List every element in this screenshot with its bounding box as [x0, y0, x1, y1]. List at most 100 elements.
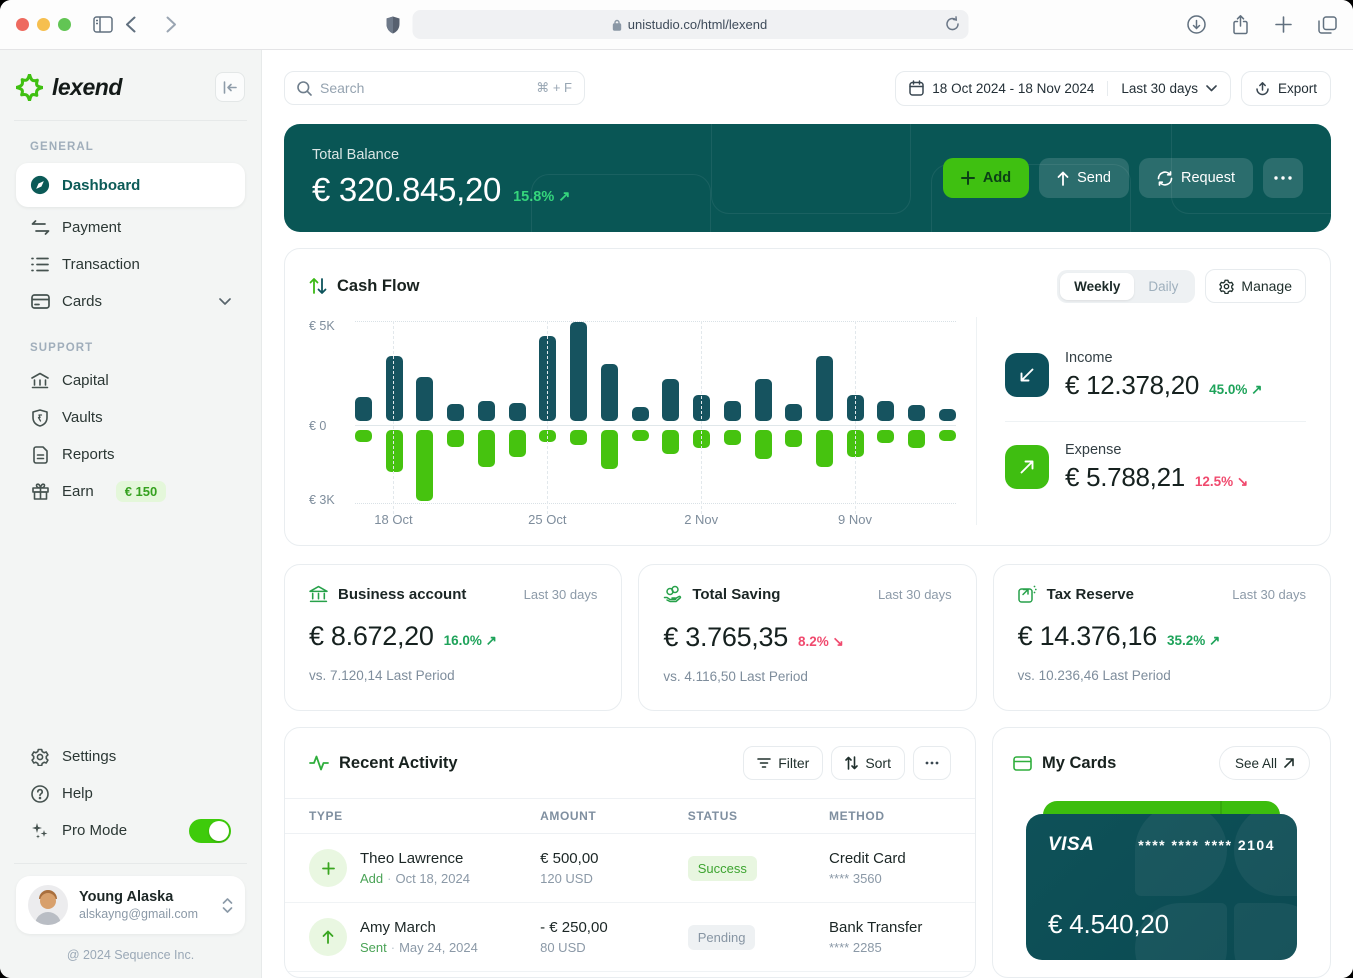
stat-value: € 14.376,16	[1017, 621, 1158, 651]
table-row[interactable]: Theo Lawrence Add · Oct 18, 2024 € 500,00 …	[285, 834, 975, 903]
cash-flow-icon	[309, 277, 327, 295]
y-tick: € 5K	[309, 319, 335, 333]
sidebar-item-payment[interactable]: Payment	[16, 209, 245, 246]
sidebar-item-transaction[interactable]: Transaction	[16, 246, 245, 283]
sort-icon	[845, 756, 859, 770]
sidebar-item-cards[interactable]: Cards	[16, 283, 245, 320]
income-change: 45.0% ↗	[1209, 381, 1263, 397]
sidebar-item-reports[interactable]: Reports	[16, 436, 245, 473]
sidebar-item-label: Payment	[62, 219, 122, 236]
forward-icon[interactable]	[166, 16, 177, 33]
sidebar-item-earn[interactable]: Earn € 150	[16, 473, 245, 510]
date-range-text: 18 Oct 2024 - 18 Nov 2024	[932, 80, 1095, 96]
expense-bar	[631, 430, 649, 441]
zoom-window-button[interactable]	[58, 18, 71, 31]
income-summary: Income € 12.378,20 45.0% ↗	[1005, 340, 1306, 411]
income-bar	[754, 379, 772, 421]
stat-change: 35.2% ↗	[1167, 633, 1221, 648]
app-logo[interactable]: lexend	[16, 73, 122, 101]
stat-title: Total Saving	[692, 586, 781, 603]
sidebar-item-pro-mode[interactable]: Pro Mode	[16, 812, 245, 849]
help-circle-icon	[30, 784, 50, 804]
add-money-button[interactable]: Add	[942, 158, 1030, 198]
income-bar	[877, 401, 895, 421]
address-bar[interactable]: unistudio.co/html/lexend	[412, 10, 968, 39]
manage-label: Manage	[1241, 278, 1292, 294]
privacy-shield-icon[interactable]	[385, 16, 400, 34]
income-bar	[938, 409, 956, 421]
search-input[interactable]	[320, 80, 529, 96]
tab-weekly[interactable]: Weekly	[1060, 272, 1135, 300]
search-box[interactable]: ⌘ + F	[284, 71, 585, 105]
cash-flow-title: Cash Flow	[337, 276, 420, 295]
back-icon[interactable]	[125, 16, 136, 33]
lexend-logo-icon	[16, 73, 43, 101]
transaction-method: Bank Transfer	[829, 919, 923, 936]
minimize-window-button[interactable]	[37, 18, 50, 31]
status-badge: Success	[687, 855, 757, 881]
expense-bar	[754, 430, 772, 460]
ellipsis-icon	[1274, 176, 1292, 180]
sidebar-item-help[interactable]: Help	[16, 775, 245, 812]
stat-change: 16.0% ↗	[443, 633, 497, 648]
transaction-name: Amy March	[360, 919, 436, 936]
manage-button[interactable]: Manage	[1205, 269, 1306, 303]
more-actions-button[interactable]	[1263, 158, 1303, 198]
card-balance: € 4.540,20	[1048, 909, 1169, 939]
dashboard-compass-icon	[30, 175, 50, 195]
reload-icon[interactable]	[945, 16, 959, 32]
sidebar-item-capital[interactable]: Capital	[16, 362, 245, 399]
tab-daily[interactable]: Daily	[1134, 273, 1192, 300]
business-account-card: Business account Last 30 days € 8.672,20…	[284, 564, 623, 711]
decor-pattern	[931, 164, 1131, 232]
column-type: TYPE	[309, 809, 343, 823]
tab-overview-icon[interactable]	[1318, 15, 1337, 34]
decor-pattern	[711, 124, 911, 214]
new-tab-icon[interactable]	[1275, 16, 1292, 33]
pro-mode-toggle[interactable]	[189, 818, 231, 843]
sort-button[interactable]: Sort	[831, 746, 905, 780]
bank-icon	[309, 585, 328, 603]
status-badge: Pending	[687, 924, 756, 950]
more-options-button[interactable]	[913, 746, 951, 780]
stat-value: € 3.765,35	[663, 622, 788, 652]
see-all-button[interactable]: See All	[1218, 746, 1310, 780]
sidebar-item-vaults[interactable]: Vaults	[16, 399, 245, 436]
table-row[interactable]: Amy March Sent · May 24, 2024 - € 250,00 8…	[285, 903, 975, 972]
date-range-control: 18 Oct 2024 - 18 Nov 2024 Last 30 days	[895, 70, 1231, 106]
expense-bar	[570, 430, 588, 445]
income-bar	[816, 355, 834, 421]
browser-sidebar-icon[interactable]	[93, 16, 113, 33]
sparkles-icon	[30, 821, 50, 841]
sidebar-collapse-button[interactable]	[215, 72, 245, 102]
x-tick-label: 9 Nov	[838, 512, 873, 527]
filter-button[interactable]: Filter	[743, 746, 824, 780]
view-toggle: Weekly Daily	[1057, 269, 1196, 303]
income-bars	[355, 321, 956, 421]
export-button[interactable]: Export	[1240, 70, 1331, 106]
send-money-button[interactable]: Send	[1039, 158, 1129, 198]
plot-area	[355, 321, 956, 514]
downloads-icon[interactable]	[1187, 15, 1206, 34]
income-bar	[508, 403, 526, 421]
sidebar-item-dashboard[interactable]: Dashboard	[16, 163, 245, 207]
request-money-button[interactable]: Request	[1138, 158, 1253, 198]
share-icon[interactable]	[1232, 14, 1249, 35]
period-dropdown[interactable]: Last 30 days	[1107, 80, 1230, 96]
income-bar	[570, 322, 588, 421]
expense-bar	[355, 430, 372, 443]
user-menu[interactable]: Young Alaska alskayng@gmail.com	[16, 876, 245, 934]
date-range-picker[interactable]: 18 Oct 2024 - 18 Nov 2024	[896, 80, 1107, 96]
nav-section-support: SUPPORT	[30, 342, 94, 354]
income-bar	[539, 335, 557, 421]
avatar	[28, 885, 68, 925]
visa-card[interactable]: VISA **** **** **** 2104 € 4.540,20	[1026, 814, 1297, 960]
sidebar-item-label: Help	[62, 785, 93, 802]
sidebar-item-label: Transaction	[62, 256, 140, 273]
zero-baseline	[355, 421, 956, 430]
request-button-label: Request	[1180, 170, 1235, 186]
close-window-button[interactable]	[16, 18, 29, 31]
savings-icon	[663, 585, 682, 604]
divider	[1005, 420, 1306, 422]
sidebar-item-settings[interactable]: Settings	[16, 738, 245, 775]
